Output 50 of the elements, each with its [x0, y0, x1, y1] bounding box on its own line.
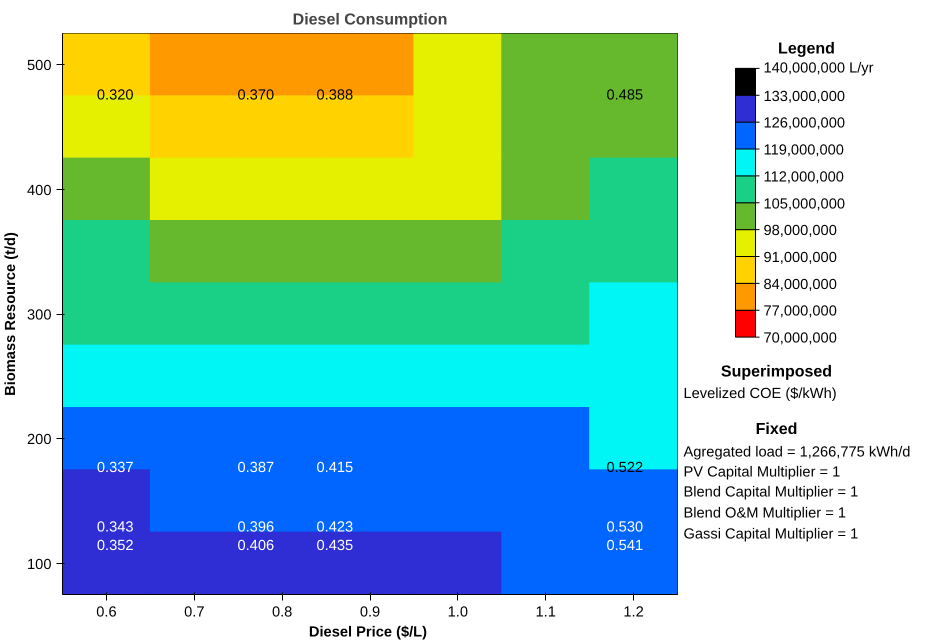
y-tick-label: 400: [27, 182, 52, 199]
y-axis-title: Biomass Resource (t/d): [3, 232, 20, 396]
annotation: 0.352: [96, 538, 134, 554]
annotation: 0.343: [96, 519, 134, 536]
y-tick-label: 500: [27, 58, 52, 74]
x-tick-label: 0.6: [96, 604, 117, 620]
annotation: 0.337: [96, 460, 134, 476]
annotation: 0.387: [237, 460, 274, 476]
x-tick-label: 1.2: [623, 604, 644, 620]
color-bar-label: 105,000,000: [764, 196, 846, 212]
x-tick-label: 1.0: [448, 604, 468, 620]
color-bar-label: 98,000,000: [764, 223, 837, 240]
color-bar-label: 91,000,000: [764, 250, 837, 266]
annotation: 0.388: [316, 87, 354, 104]
x-tick-label: 1.1: [536, 604, 556, 620]
annotation: 0.423: [316, 519, 354, 536]
x-tick-label: 0.7: [184, 604, 204, 620]
legend-title: Legend: [778, 40, 835, 58]
y-tick-label: 100: [27, 556, 52, 573]
color-bar-label: 126,000,000: [764, 116, 846, 132]
color-bar-label: 112,000,000: [764, 169, 844, 186]
text: PV Capital Multiplier = 1: [684, 464, 840, 480]
color-bar-label: 77,000,000: [764, 304, 837, 320]
annotation: 0.320: [96, 87, 134, 104]
x-tick-label: 0.8: [272, 604, 292, 620]
text: Blend O&M Multiplier = 1: [684, 505, 846, 522]
color-bar-label: 140,000,000 L/yr: [764, 60, 874, 76]
text: Gassi Capital Multiplier = 1: [684, 526, 858, 542]
annotation: 0.415: [316, 460, 354, 476]
annotation: 0.435: [316, 538, 354, 554]
text: Blend Capital Multiplier = 1: [684, 484, 858, 500]
x-axis-title: Diesel Price ($/L): [308, 624, 428, 640]
text: Levelized COE ($/kWh): [684, 386, 837, 402]
text: Agregated load = 1,266,775 kWh/d: [684, 444, 910, 460]
text: Fixed: [756, 421, 798, 438]
y-tick-label: 200: [27, 432, 52, 448]
annotation: 0.406: [237, 538, 274, 554]
color-bar-label: 70,000,000: [764, 330, 837, 347]
text: Superimposed: [720, 364, 832, 381]
y-tick-label: 300: [27, 308, 52, 324]
annotation: 0.541: [606, 538, 644, 554]
annotation: 0.485: [606, 87, 644, 104]
chart-title: Diesel Consumption: [292, 12, 448, 28]
annotation: 0.396: [237, 519, 274, 536]
color-bar-label: 133,000,000: [764, 88, 846, 105]
annotation: 0.530: [606, 519, 644, 536]
x-tick-label: 0.9: [360, 604, 380, 620]
color-bar-label: 119,000,000: [764, 142, 844, 159]
color-bar-label: 84,000,000: [764, 276, 837, 293]
annotation: 0.370: [237, 87, 274, 104]
